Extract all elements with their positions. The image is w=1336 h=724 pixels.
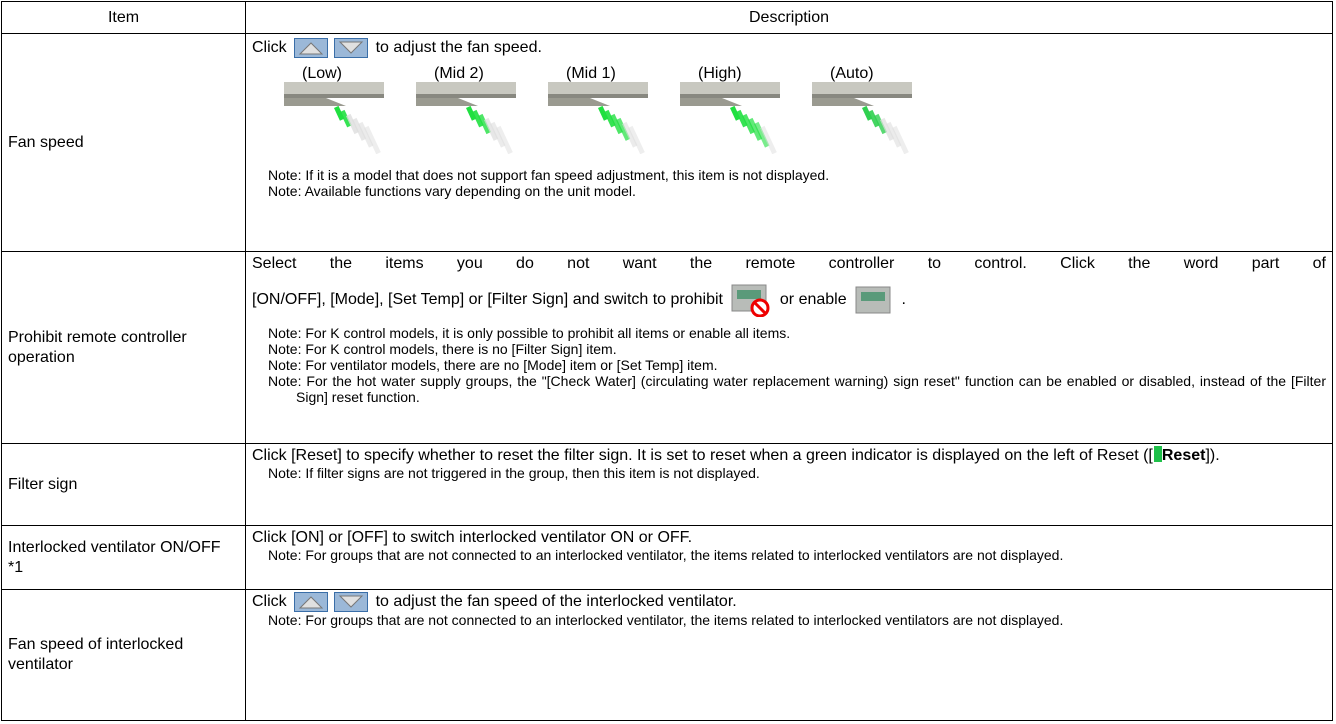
- text: or enable: [779, 291, 847, 309]
- notes: Note: For groups that are not connected …: [252, 612, 1326, 628]
- desc-cell: Click to adjust the fan speed of the int…: [245, 589, 1333, 721]
- item-cell: Interlocked ventilator ON/OFF *1: [1, 525, 246, 590]
- notes: Note: For K control models, it is only p…: [252, 325, 1326, 405]
- fan-image: [416, 82, 516, 155]
- notes: Note: If it is a model that does not sup…: [252, 167, 1326, 199]
- prohibit-icon: [731, 284, 770, 317]
- speed-label: (Mid 1): [566, 65, 616, 82]
- fan-speed: (High): [680, 64, 802, 159]
- desc-cell: Click [ON] or [OFF] to switch interlocke…: [245, 525, 1333, 590]
- header-row: Item Description: [1, 1, 1333, 34]
- text: to adjust the fan speed.: [375, 39, 542, 57]
- item-cell: Filter sign: [1, 443, 246, 526]
- fan-image: [812, 82, 912, 155]
- row: Fan speed Click to adjust the fan speed.…: [1, 33, 1333, 252]
- fan-image: [680, 82, 780, 155]
- row: Filter sign Click [Reset] to specify whe…: [1, 443, 1333, 526]
- down-button[interactable]: [334, 592, 369, 612]
- green-indicator: [1153, 446, 1162, 462]
- note: Note: Available functions vary depending…: [268, 183, 636, 199]
- up-button[interactable]: [294, 592, 329, 612]
- note: Note: For the hot water supply groups, t…: [268, 373, 1326, 405]
- text: Click [ON] or [OFF] to switch interlocke…: [252, 529, 693, 546]
- header-cell: Item: [1, 1, 246, 34]
- desc-cell: Select the items you do not want the rem…: [245, 251, 1333, 444]
- note: Note: For K control models, there is no …: [268, 341, 617, 357]
- note: Note: For K control models, it is only p…: [268, 325, 791, 341]
- header-cell: Description: [245, 1, 1333, 34]
- up-button[interactable]: [294, 38, 329, 58]
- fan-speed-images: (Low) (Mid 2) (Mid 1) (High) (Auto): [284, 64, 1326, 159]
- speed-label: (Mid 2): [434, 65, 484, 82]
- item-cell: Prohibit remote controller operation: [1, 251, 246, 444]
- text: Click [Reset] to specify whether to rese…: [252, 447, 1153, 464]
- text: Click: [252, 39, 287, 57]
- speed-label: (Low): [302, 65, 343, 82]
- fan-speed: (Auto): [812, 64, 934, 159]
- item-cell: Fan speed of interlocked ventilator: [1, 589, 246, 721]
- enable-icon: [855, 286, 891, 314]
- item-cell: Fan speed: [1, 33, 246, 252]
- note: Note: For groups that are not connected …: [268, 612, 1064, 628]
- note: Note: If filter signs are not triggered …: [268, 465, 760, 481]
- fan-speed: (Low): [284, 64, 406, 159]
- note: Note: If it is a model that does not sup…: [268, 167, 830, 183]
- notes: Note: If filter signs are not triggered …: [252, 465, 1326, 481]
- text: to adjust the fan speed of the interlock…: [375, 593, 737, 611]
- row: Fan speed of interlocked ventilator Clic…: [1, 589, 1333, 721]
- fan-speed: (Mid 1): [548, 64, 670, 159]
- fan-speed: (Mid 2): [416, 64, 538, 159]
- desc-cell: Click to adjust the fan speed. (Low) (Mid…: [245, 33, 1333, 252]
- row: Prohibit remote controller operation Sel…: [1, 251, 1333, 444]
- down-button[interactable]: [334, 38, 369, 58]
- speed-label: (Auto): [830, 65, 874, 82]
- note: Note: For ventilator models, there are n…: [268, 357, 718, 373]
- desc-cell: Click [Reset] to specify whether to rese…: [245, 443, 1333, 526]
- text: .: [901, 291, 906, 309]
- text: ]).: [1205, 447, 1220, 464]
- fan-image: [548, 82, 648, 155]
- row: Interlocked ventilator ON/OFF *1 Click […: [1, 525, 1333, 590]
- fan-image: [284, 82, 384, 155]
- notes: Note: For groups that are not connected …: [252, 547, 1326, 563]
- text: [ON/OFF], [Mode], [Set Temp] or [Filter …: [252, 291, 723, 309]
- note: Note: For groups that are not connected …: [268, 547, 1064, 563]
- text: Select the items you do not want the rem…: [252, 255, 1326, 272]
- speed-label: (High): [698, 65, 742, 82]
- text: Click: [252, 593, 287, 611]
- bold-text: Reset: [1161, 447, 1206, 464]
